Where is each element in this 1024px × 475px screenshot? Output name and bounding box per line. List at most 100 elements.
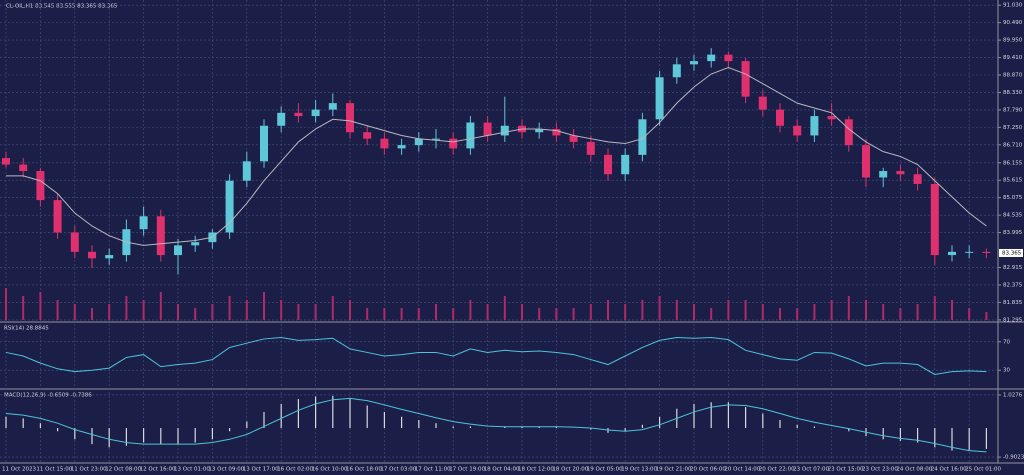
- y-tick-label: 84.535: [1003, 213, 1023, 219]
- volume-bar: [710, 308, 713, 320]
- candle-body: [174, 245, 182, 256]
- candle-body: [277, 112, 286, 126]
- volume-bar: [830, 300, 833, 320]
- volume-bar: [73, 304, 76, 320]
- x-tick-label: 18 Oct 12:00: [518, 467, 554, 473]
- y-tick-label: 82.915: [1003, 265, 1023, 271]
- macd-bar: [968, 428, 970, 451]
- volume-bar: [572, 308, 575, 320]
- candle-body: [191, 242, 200, 246]
- y-tick-label: 87.250: [1003, 125, 1023, 131]
- volume-bar: [847, 296, 850, 320]
- macd-bar: [779, 419, 781, 429]
- rsi-title: RSI(14) 28.8845: [4, 326, 49, 332]
- macd-bar: [280, 403, 282, 429]
- candle-body: [982, 251, 991, 253]
- y-tick-label: 88.330: [1003, 90, 1023, 96]
- candle-body: [242, 161, 251, 181]
- volume-bar: [796, 308, 799, 320]
- x-tick-label: 13 Oct 09:00: [208, 467, 244, 473]
- candle-body: [604, 154, 612, 175]
- y-tick-label: 82.375: [1003, 282, 1023, 288]
- candle-body: [690, 61, 698, 65]
- y-tick-label: 88.870: [1003, 73, 1023, 79]
- candle-body: [758, 96, 767, 110]
- macd-bar: [452, 426, 454, 429]
- volume-bar: [56, 300, 59, 320]
- x-tick-label: 23 Oct 07:00: [793, 467, 829, 473]
- macd-bar: [899, 428, 901, 441]
- y-tick-label: 83.995: [1003, 230, 1023, 236]
- y-tick-label: 85.615: [1003, 178, 1023, 184]
- volume-bar: [624, 304, 627, 320]
- candle-body: [638, 119, 647, 155]
- volume-bar: [916, 304, 919, 320]
- candle-body: [414, 138, 423, 146]
- volume-bar: [538, 308, 541, 320]
- y-tick-label: 1.0276: [1003, 392, 1023, 398]
- x-tick-label: 18 Oct 04:00: [484, 467, 520, 473]
- candle-body: [225, 180, 234, 233]
- candle-body: [19, 164, 28, 172]
- candle-body: [741, 61, 750, 97]
- moving-average: [6, 67, 987, 246]
- candle-body: [139, 216, 148, 230]
- volume-bar: [521, 304, 523, 320]
- volume-bar: [641, 300, 644, 320]
- macd-bar: [401, 416, 403, 429]
- volume-bar: [5, 288, 7, 320]
- macd-bar: [74, 428, 76, 440]
- x-tick-label: 20 Oct 22:00: [759, 467, 795, 473]
- x-tick-label: 19 Oct 13:00: [621, 467, 657, 473]
- volume-bar: [865, 300, 867, 320]
- x-tick-label: 16 Oct 10:00: [312, 467, 348, 473]
- y-tick-label: 91.030: [1003, 3, 1023, 9]
- macd-bar: [5, 416, 7, 429]
- x-tick-label: 20 Oct 06:00: [690, 467, 726, 473]
- candle-body: [363, 132, 372, 139]
- macd-bar: [435, 423, 437, 429]
- candle-body: [346, 103, 354, 133]
- chart-title: CL-OIL,H1 83.545 83.555 83.365 83.365: [6, 4, 118, 10]
- macd-bar: [143, 428, 145, 443]
- volume-bar: [263, 292, 265, 320]
- candle-body: [862, 145, 870, 178]
- volume-bar: [761, 304, 764, 320]
- macd-bar: [813, 426, 815, 429]
- volume-bar: [951, 300, 953, 320]
- macd-bar: [934, 428, 936, 448]
- volume-bar: [91, 308, 93, 320]
- volume-bar: [349, 300, 351, 320]
- candle-body: [88, 251, 96, 259]
- volume-bar: [228, 296, 231, 320]
- macd-bar: [366, 405, 368, 429]
- macd-bar: [383, 411, 385, 429]
- candle-body: [965, 251, 974, 253]
- candle-body: [36, 171, 45, 201]
- volume-bar: [400, 308, 403, 320]
- macd-bar: [848, 428, 850, 432]
- candle-body: [793, 125, 802, 136]
- x-tick-label: 12 Oct 08:00: [105, 467, 141, 473]
- volume-bar: [675, 300, 678, 320]
- candle-body: [724, 54, 733, 62]
- candle-body: [466, 122, 475, 149]
- volume-bar: [280, 300, 283, 320]
- x-tick-label: 24 Oct 16:00: [931, 467, 967, 473]
- candle-body: [844, 119, 853, 146]
- x-tick-label: 11 Oct 23:00: [71, 467, 107, 473]
- volume-bar: [177, 304, 179, 320]
- candle-body: [707, 54, 716, 62]
- volume-bar: [658, 296, 661, 320]
- y-tick-label: 81.835: [1003, 300, 1023, 306]
- macd-bar: [624, 428, 626, 432]
- candle-body: [586, 141, 595, 155]
- rsi-line: [5, 337, 987, 376]
- macd-bar: [745, 407, 747, 429]
- macd-bar: [332, 395, 334, 429]
- y-tick-label: 89.950: [1003, 38, 1023, 44]
- volume-bar: [452, 308, 455, 320]
- candle-body: [552, 128, 561, 136]
